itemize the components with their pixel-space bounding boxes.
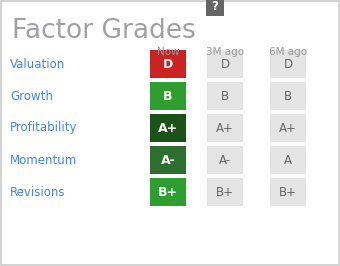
- Text: Now: Now: [157, 47, 179, 57]
- Text: D: D: [220, 57, 230, 70]
- Text: B+: B+: [158, 185, 178, 198]
- Text: A-: A-: [219, 153, 231, 167]
- Text: B: B: [221, 89, 229, 102]
- Text: Profitability: Profitability: [10, 122, 78, 135]
- Text: B: B: [284, 89, 292, 102]
- Text: A+: A+: [279, 122, 297, 135]
- Text: D: D: [163, 57, 173, 70]
- FancyBboxPatch shape: [150, 146, 186, 174]
- Text: Revisions: Revisions: [10, 185, 66, 198]
- Text: Growth: Growth: [10, 89, 53, 102]
- Text: A+: A+: [216, 122, 234, 135]
- Text: 3M ago: 3M ago: [206, 47, 244, 57]
- Text: ?: ?: [211, 1, 218, 14]
- FancyBboxPatch shape: [270, 82, 306, 110]
- FancyBboxPatch shape: [150, 82, 186, 110]
- FancyBboxPatch shape: [270, 146, 306, 174]
- FancyBboxPatch shape: [207, 146, 243, 174]
- FancyBboxPatch shape: [150, 50, 186, 78]
- Text: B: B: [163, 89, 173, 102]
- FancyBboxPatch shape: [207, 114, 243, 142]
- FancyBboxPatch shape: [150, 114, 186, 142]
- Text: A+: A+: [158, 122, 178, 135]
- Text: A: A: [284, 153, 292, 167]
- Text: Momentum: Momentum: [10, 153, 77, 167]
- FancyBboxPatch shape: [150, 178, 186, 206]
- Text: Factor Grades: Factor Grades: [12, 18, 196, 44]
- Text: A-: A-: [160, 153, 175, 167]
- FancyBboxPatch shape: [270, 178, 306, 206]
- FancyBboxPatch shape: [207, 50, 243, 78]
- Text: D: D: [284, 57, 292, 70]
- Text: 6M ago: 6M ago: [269, 47, 307, 57]
- FancyBboxPatch shape: [270, 114, 306, 142]
- FancyBboxPatch shape: [207, 178, 243, 206]
- FancyBboxPatch shape: [207, 82, 243, 110]
- FancyBboxPatch shape: [206, 0, 224, 16]
- Text: B+: B+: [279, 185, 297, 198]
- Text: B+: B+: [216, 185, 234, 198]
- Text: Valuation: Valuation: [10, 57, 65, 70]
- FancyBboxPatch shape: [270, 50, 306, 78]
